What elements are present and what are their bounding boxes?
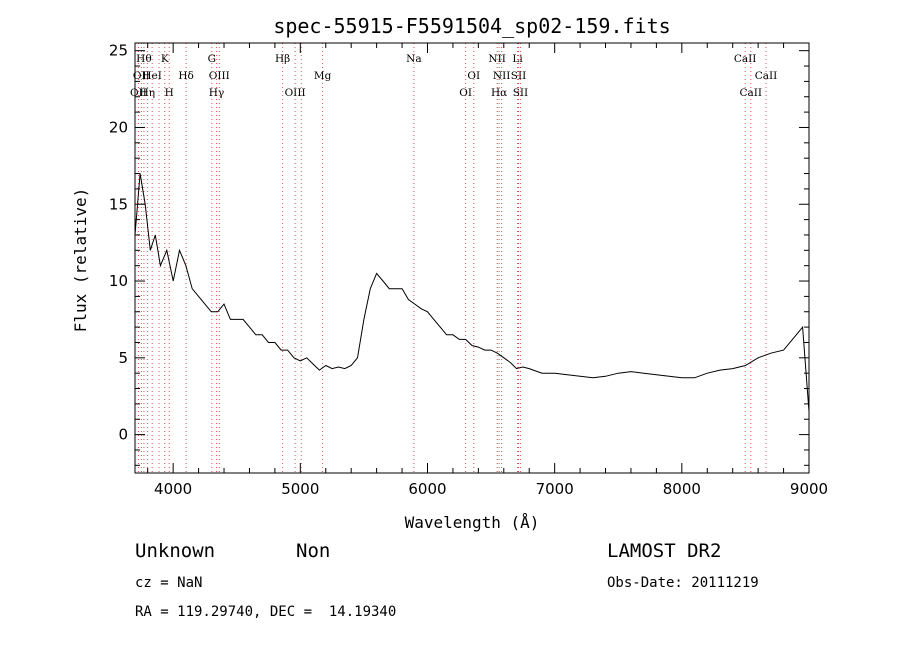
axis-ticks: 4000 5000 6000 7000 8000 9000 0 5 10 15 20 25 (109, 42, 828, 498)
x-tick-label: 7000 (536, 480, 574, 498)
spectral-line-label: SII (513, 87, 529, 99)
y-tick-label: 20 (109, 118, 128, 136)
y-tick-label: 15 (109, 195, 128, 213)
y-tick-label: 25 (109, 42, 128, 60)
spectral-line-label: HeI (142, 70, 162, 82)
y-tick-label: 10 (109, 272, 128, 290)
spectral-line-label: CaII (734, 53, 757, 65)
class-label: Unknown (135, 540, 216, 562)
spectral-line-label: H (165, 87, 174, 99)
spectral-line-label: CaII (755, 70, 778, 82)
x-tick-label: 5000 (281, 480, 319, 498)
spectral-line-label: Hα (491, 87, 507, 99)
spectral-line-label: Hγ (209, 87, 224, 99)
spectral-line-label: Mg (314, 70, 332, 82)
spectral-line-label: OI (459, 87, 472, 99)
spectral-line-label: K (161, 53, 169, 65)
spectral-line-label: NII (488, 53, 505, 65)
spectral-line-label: OI (467, 70, 480, 82)
y-tick-label: 0 (118, 426, 128, 444)
spectral-line-label: Hθ (136, 53, 151, 65)
spectral-line-label: OIII (209, 70, 230, 82)
subclass-label: Non (296, 540, 331, 562)
x-tick-label: 4000 (154, 480, 192, 498)
spectrum-line (134, 173, 810, 412)
spectral-line-label: SII (511, 70, 527, 82)
spectral-line-label: NII (493, 70, 510, 82)
spectral-line-label: Na (406, 53, 421, 65)
y-axis-label: Flux (relative) (71, 188, 90, 333)
spectral-line-label: OII (130, 87, 147, 99)
spectral-line-markers (137, 43, 767, 473)
plot-frame (134, 42, 810, 474)
spectral-line-label: Li (512, 53, 523, 65)
spectral-line-labels: OII OII Hθ Hη HeI K H Hδ G Hγ OIII Hβ OIII Mg Na OI OI NI… (130, 53, 777, 99)
y-tick-label: 5 (118, 349, 128, 367)
spectral-line-label: Hβ (275, 53, 290, 65)
spectral-line-label: Hη (140, 87, 155, 99)
survey-label: LAMOST DR2 (607, 540, 722, 562)
spectral-line-label: Hδ (178, 70, 193, 82)
obs-date-label: Obs-Date: 20111219 (607, 575, 759, 591)
spectral-line-label: OII (133, 70, 150, 82)
x-tick-label: 6000 (408, 480, 446, 498)
coordinates-label: RA = 119.29740, DEC = 14.19340 (135, 604, 397, 620)
chart-title: spec-55915-F5591504_sp02-159.fits (273, 14, 670, 38)
x-axis-label: Wavelength (Å) (405, 513, 540, 532)
spectral-line-label: CaII (739, 87, 762, 99)
spectral-line-label: OIII (285, 87, 306, 99)
x-tick-label: 9000 (790, 480, 828, 498)
spectral-line-label: G (208, 53, 216, 65)
redshift-label: cz = NaN (135, 575, 203, 591)
x-tick-label: 8000 (663, 480, 701, 498)
